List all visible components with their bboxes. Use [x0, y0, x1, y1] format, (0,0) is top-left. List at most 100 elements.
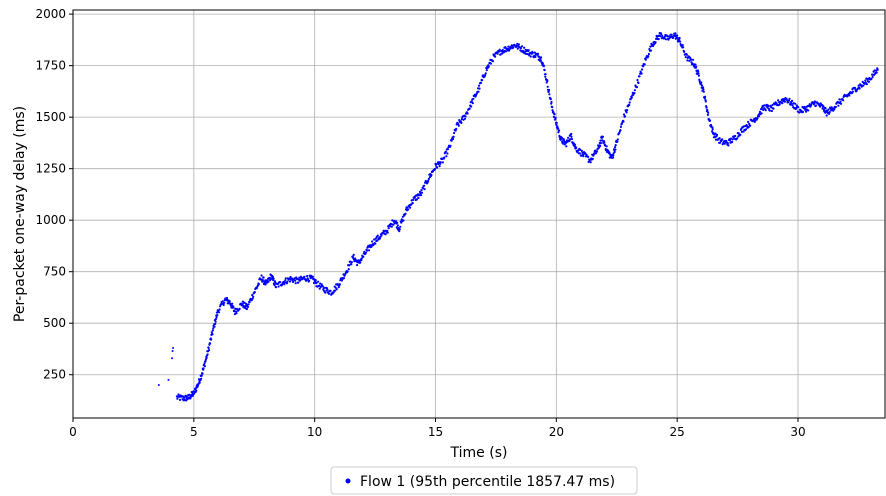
data-point	[262, 276, 265, 279]
data-point	[825, 114, 828, 117]
data-point	[853, 86, 857, 89]
data-point	[517, 43, 521, 46]
data-point	[613, 150, 616, 153]
data-point	[453, 131, 456, 135]
x-axis-ticks: 0 5 10 15 20 25 30	[69, 418, 806, 439]
data-point	[356, 263, 359, 267]
data-point	[317, 280, 320, 283]
data-point	[822, 105, 825, 108]
data-point	[543, 69, 546, 72]
y-axis-ticks: 250 500 750 1000 1250 1500 1750 2000	[35, 7, 73, 382]
data-point	[640, 72, 643, 75]
y-tick-label: 1750	[35, 59, 66, 73]
data-point	[678, 36, 681, 40]
data-point	[614, 144, 617, 147]
data-point	[599, 139, 602, 142]
data-point	[445, 155, 448, 158]
data-point	[519, 47, 523, 50]
data-point	[544, 75, 547, 78]
data-point	[359, 261, 362, 264]
data-point	[452, 137, 455, 141]
data-point	[436, 166, 439, 169]
data-point	[504, 50, 507, 53]
data-point	[834, 105, 837, 109]
data-point	[374, 242, 377, 245]
data-point	[637, 81, 640, 85]
data-point	[626, 108, 629, 112]
data-point	[666, 35, 669, 38]
data-point	[739, 133, 742, 136]
data-point	[396, 221, 399, 224]
scatter-points	[157, 31, 879, 402]
data-point	[234, 307, 237, 310]
data-point	[565, 145, 568, 148]
data-point	[386, 229, 389, 232]
data-point	[371, 240, 374, 243]
data-point	[526, 53, 529, 56]
data-point	[790, 102, 793, 105]
data-point	[203, 365, 206, 368]
legend-series-label: Flow 1 (95th percentile 1857.47 ms)	[360, 474, 615, 490]
data-point	[589, 161, 592, 164]
data-point	[264, 283, 267, 286]
data-point	[477, 90, 480, 93]
data-point	[434, 163, 438, 166]
data-point	[509, 47, 512, 50]
data-point	[674, 32, 677, 35]
data-point	[694, 63, 697, 66]
data-point	[441, 161, 444, 164]
y-axis-label: Per-packet one-way delay (ms)	[12, 106, 28, 322]
data-point	[697, 72, 700, 75]
x-tick-label: 30	[790, 425, 805, 439]
data-point	[437, 162, 440, 166]
data-point	[686, 59, 689, 62]
data-point	[667, 38, 670, 41]
data-point	[478, 87, 481, 90]
data-point	[777, 99, 780, 102]
data-point	[360, 259, 363, 262]
data-point	[622, 113, 626, 116]
data-point	[612, 154, 615, 157]
data-point	[443, 156, 446, 159]
data-point	[875, 71, 878, 74]
data-point	[404, 212, 407, 215]
data-point	[539, 59, 542, 62]
data-point	[178, 398, 182, 401]
data-point	[521, 49, 525, 52]
data-point	[292, 280, 295, 284]
data-point	[286, 280, 289, 283]
data-point	[340, 279, 343, 282]
data-point	[263, 281, 266, 284]
data-point	[396, 224, 399, 227]
data-point	[438, 165, 441, 168]
data-point	[210, 331, 213, 334]
data-point	[498, 48, 501, 51]
data-point	[705, 106, 708, 109]
data-point	[734, 134, 737, 138]
data-point	[247, 303, 250, 306]
data-point	[749, 124, 752, 127]
data-point	[599, 144, 602, 147]
data-point	[211, 333, 214, 336]
data-point	[742, 130, 745, 133]
data-point	[494, 55, 497, 58]
data-point	[865, 83, 869, 86]
data-point	[400, 221, 403, 224]
data-point	[216, 314, 219, 317]
data-point	[670, 33, 673, 36]
data-point	[398, 228, 401, 231]
data-point	[211, 329, 214, 332]
data-point	[781, 102, 784, 105]
data-point	[525, 52, 528, 56]
data-point	[214, 318, 217, 321]
data-point	[228, 300, 231, 303]
y-tick-label: 1250	[35, 162, 66, 176]
data-point	[233, 313, 236, 316]
data-point	[731, 138, 734, 141]
data-point	[423, 188, 426, 191]
data-point	[767, 104, 770, 108]
data-point	[218, 308, 221, 311]
data-point	[688, 59, 691, 63]
data-point	[819, 105, 822, 108]
data-point	[412, 198, 415, 201]
